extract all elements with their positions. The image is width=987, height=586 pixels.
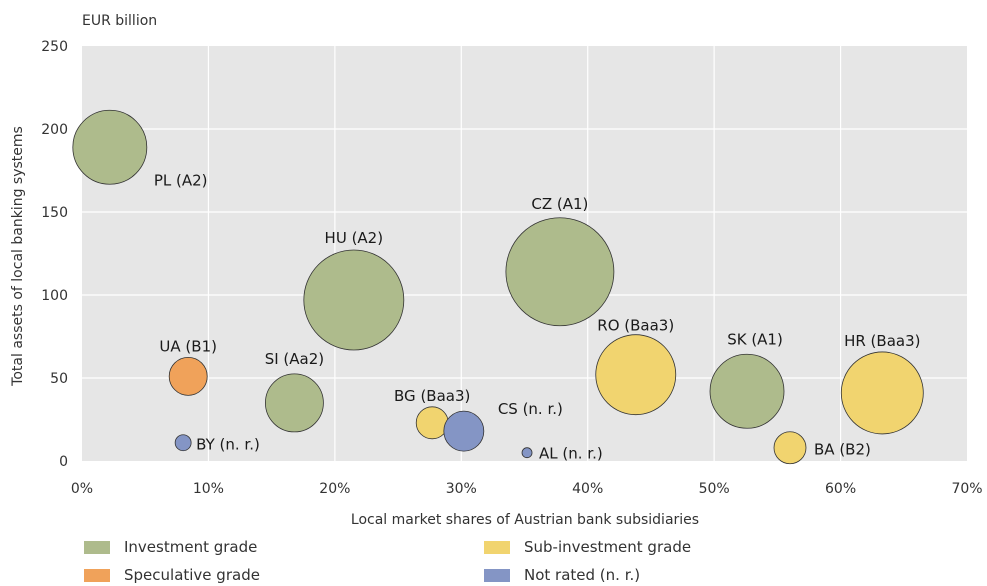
x-tick-label: 10%	[193, 481, 224, 497]
y-tick-label: 100	[41, 288, 68, 304]
bubble-hu	[303, 249, 405, 351]
y-tick-label: 50	[50, 371, 68, 387]
grid	[82, 46, 967, 461]
bubble-label: CS (n. r.)	[498, 400, 563, 418]
x-tick-label: 20%	[319, 481, 350, 497]
bubble-label: BY (n. r.)	[196, 436, 260, 454]
y-axis-title: Total assets of local banking systems	[10, 126, 26, 387]
bubble-ba	[773, 431, 807, 465]
bubble-pl	[72, 109, 148, 185]
x-tick-label: 50%	[699, 481, 730, 497]
bubble-bg	[415, 406, 449, 440]
x-tick-label: 0%	[71, 481, 93, 497]
bubble-label: HR (Baa3)	[844, 332, 920, 350]
bubble-hr	[840, 351, 924, 435]
bubble-cs	[443, 410, 485, 452]
bubble-ro	[595, 334, 677, 416]
y-tick-label: 200	[41, 122, 68, 138]
x-axis-title: Local market shares of Austrian bank sub…	[351, 512, 699, 528]
bubbles	[72, 109, 924, 465]
bubble-al	[521, 447, 533, 459]
bubble-sk	[709, 353, 785, 429]
bubble-label: BA (B2)	[814, 441, 871, 459]
bubble-label: HU (A2)	[325, 229, 384, 247]
bubble-label: CZ (A1)	[531, 195, 588, 213]
y-tick-label: 0	[59, 454, 68, 470]
x-tick-label: 70%	[951, 481, 982, 497]
x-tick-label: 60%	[825, 481, 856, 497]
bubble-si	[264, 373, 324, 433]
x-tick-label: 40%	[572, 481, 603, 497]
bubble-by	[174, 434, 192, 452]
unit-label: EUR billion	[82, 13, 157, 29]
bubble-label: SK (A1)	[727, 330, 783, 348]
bubble-label: BG (Baa3)	[394, 387, 470, 405]
y-tick-label: 150	[41, 205, 68, 221]
bubble-cz	[505, 217, 615, 327]
bubble-ua	[168, 356, 208, 396]
bubble-label: AL (n. r.)	[539, 445, 603, 463]
x-tick-label: 30%	[446, 481, 477, 497]
y-tick-label: 250	[41, 39, 68, 55]
bubble-label: UA (B1)	[159, 337, 217, 355]
bubble-label: RO (Baa3)	[597, 317, 674, 335]
bubble-label: SI (Aa2)	[265, 350, 324, 368]
bubble-labels: PL (A2) HU (A2) CZ (A1) SI (Aa2) SK (A1) UA (…	[154, 171, 921, 462]
bubble-label: PL (A2)	[154, 171, 208, 189]
tick-labels: 0% 10% 20% 30% 40% 50% 60% 70% 0 50 100 150 200 250	[41, 39, 982, 497]
